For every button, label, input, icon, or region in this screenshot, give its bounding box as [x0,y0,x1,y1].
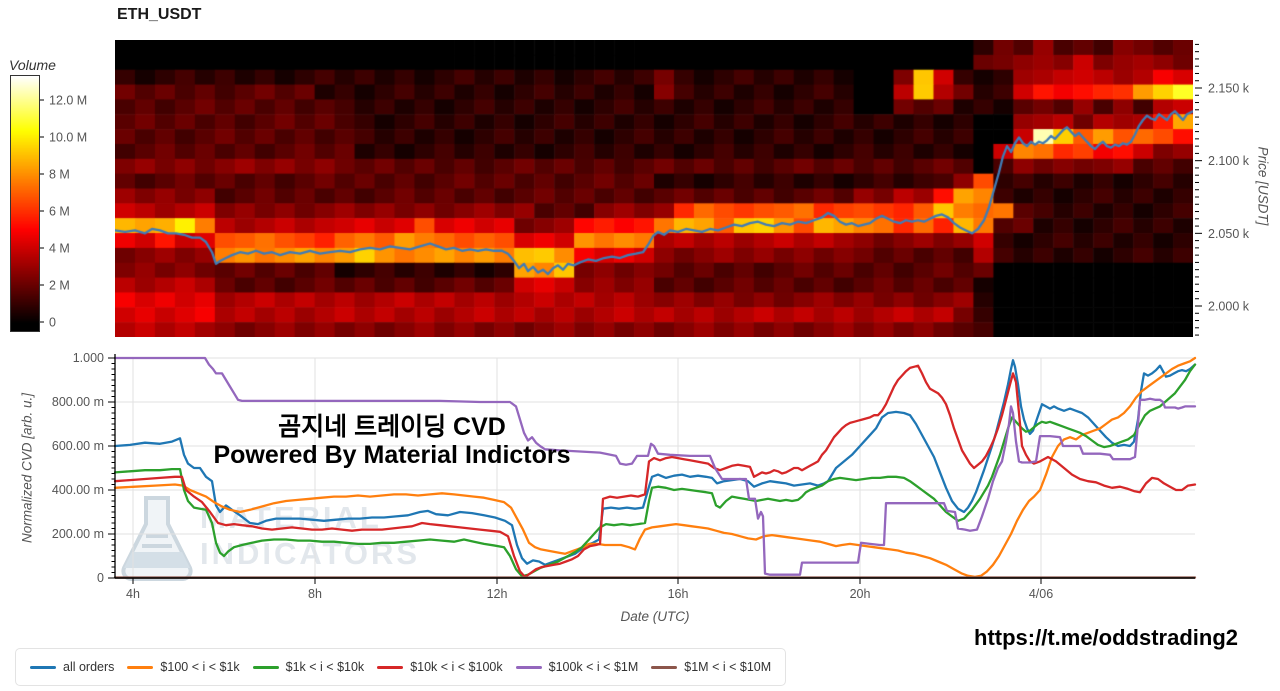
legend-swatch [252,665,279,669]
legend-swatch [30,665,56,669]
legend-item--1k-i-10k[interactable]: $1k < i < $10k [252,660,365,674]
flask-icon [121,496,193,581]
colorbar-tick-label: 6 M [49,205,70,219]
cvd-x-tick-label: 4/06 [1029,587,1053,601]
legend-swatch [377,665,404,669]
legend-swatch [515,665,542,669]
legend-label: $100k < i < $1M [548,660,639,674]
cvd-y-axis-title: Normalized CVD [arb. u.] [19,392,35,544]
legend-swatch [127,665,154,669]
cvd-y-tick-label: 0 [97,571,104,585]
legend: all orders $100 < i < $1k $1k < i < $10k $1… [15,648,787,686]
colorbar-tick-label: 2 M [49,279,70,293]
legend-item--1m-i-10m[interactable]: $1M < i < $10M [651,660,771,674]
legend-label: $1k < i < $10k [285,660,365,674]
cvd-y-tick-label: 800.00 m [52,395,104,409]
price-tick-label: 2.000 k [1208,300,1250,314]
legend-label: $100 < i < $1k [160,660,240,674]
page-title: ETH_USDT [117,6,202,23]
telegram-url: https://t.me/oddstrading2 [974,625,1238,650]
colorbar-title: Volume [9,57,56,73]
cvd-series--100k-i-1m [113,356,1197,576]
colorbar-tick-label: 10.0 M [49,131,87,145]
date-axis-title: Date (UTC) [620,609,690,624]
price-tick-label: 2.100 k [1208,154,1250,168]
watermark-line2: Powered By Material Indictors [213,441,571,469]
watermark-line1: 곰지네 트레이딩 CVD [278,413,506,441]
volume-heatmap-plot[interactable] [115,40,1193,337]
cvd-y-tick-label: 200.00 m [52,527,104,541]
cvd-y-tick-label: 600.00 m [52,439,104,453]
cvd-x-tick-label: 20h [850,587,871,601]
legend-item--10k-i-100k[interactable]: $10k < i < $100k [377,660,503,674]
price-tick-label: 2.150 k [1208,82,1250,96]
cvd-x-tick-label: 16h [668,587,689,601]
cvd-x-tick-label: 4h [126,587,140,601]
colorbar-tick-label: 12.0 M [49,94,87,108]
legend-label: all orders [63,660,115,674]
legend-label: $1M < i < $10M [684,660,772,674]
legend-item--100-i-1k[interactable]: $100 < i < $1k [127,660,240,674]
legend-item-all-orders[interactable]: all orders [30,660,114,674]
price-tick-label: 2.050 k [1208,227,1250,241]
cvd-x-tick-label: 12h [487,587,508,601]
cvd-y-tick-label: 1.000 [73,351,104,365]
legend-swatch [651,665,678,669]
cvd-series--1k-i-10k [113,363,1197,578]
volume-colorbar [10,75,40,332]
colorbar-tick-label: 4 M [49,242,70,256]
cvd-x-tick-label: 8h [308,587,322,601]
price-axis-title: Price [USDT] [1255,146,1271,226]
cvd-series--10k-i-100k [113,364,1197,579]
colorbar-tick-label: 0 [49,316,56,330]
legend-item--100k-i-1m[interactable]: $100k < i < $1M [515,660,639,674]
legend-label: $10k < i < $100k [410,660,503,674]
cvd-series-all-orders [113,359,1197,566]
watermark-text: 곰지네 트레이딩 CVD Powered By Material Indicto… [213,413,570,469]
cvd-y-tick-label: 400.00 m [52,483,104,497]
colorbar-tick-label: 8 M [49,168,70,182]
